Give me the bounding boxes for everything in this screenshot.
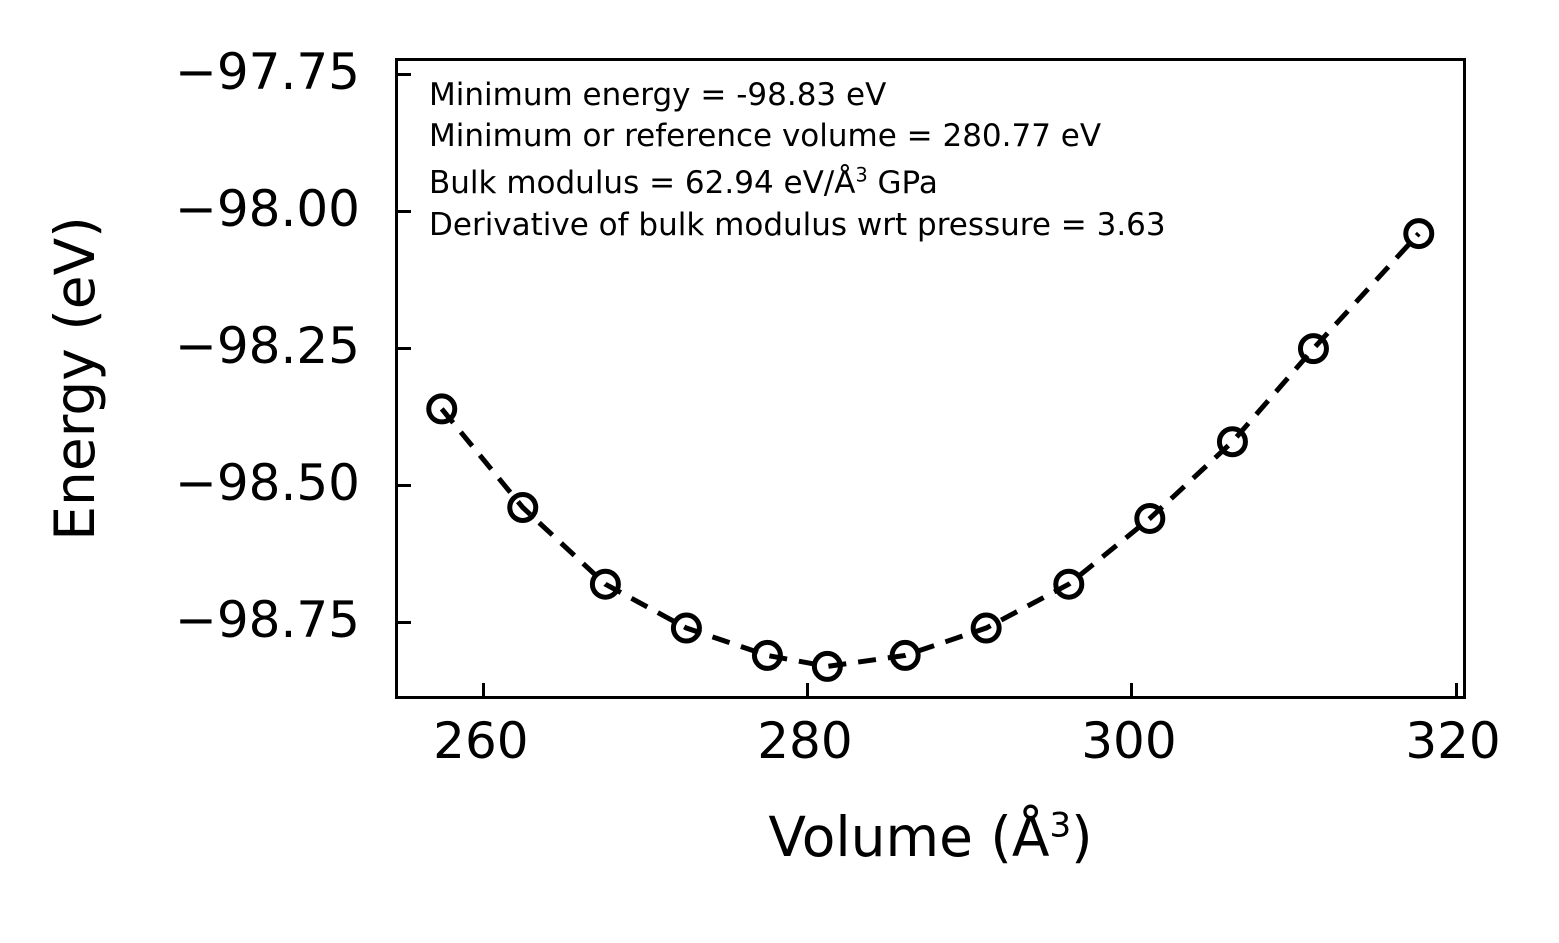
series-line bbox=[439, 231, 1421, 669]
y-tick-3 bbox=[395, 484, 411, 488]
y-tick-label-1: −98.00 bbox=[174, 179, 360, 238]
x-tick-280 bbox=[806, 683, 810, 699]
x-tick-320 bbox=[1454, 683, 1458, 699]
data-point-marker bbox=[751, 639, 783, 671]
y-tick-label-0: −97.75 bbox=[174, 42, 360, 101]
annotation-bulk-modulus-suffix: GPa bbox=[867, 165, 938, 202]
data-point-marker bbox=[1297, 333, 1329, 365]
x-tick-260 bbox=[482, 683, 486, 699]
data-plot bbox=[426, 218, 1435, 682]
annotation-bulk-modulus-exponent: 3 bbox=[855, 164, 868, 188]
x-axis-label-text: Volume (Å bbox=[768, 805, 1050, 869]
y-tick-1 bbox=[395, 210, 411, 214]
x-tick-300 bbox=[1130, 683, 1134, 699]
data-point-marker bbox=[1403, 218, 1435, 250]
x-tick-label-320: 320 bbox=[1405, 712, 1501, 770]
data-point-marker bbox=[589, 568, 621, 600]
x-tick-label-300: 300 bbox=[1081, 712, 1177, 770]
data-point-marker bbox=[811, 650, 843, 682]
annotation-min-energy: Minimum energy = -98.83 eV bbox=[429, 77, 887, 113]
series-energy-vs-volume bbox=[426, 218, 1435, 682]
data-point-marker bbox=[1134, 502, 1166, 534]
y-tick-label-4: −98.75 bbox=[174, 590, 360, 649]
annotation-bulk-modulus-text: Bulk modulus = 62.94 eV/Å bbox=[429, 165, 856, 202]
x-tick-label-260: 260 bbox=[433, 712, 529, 770]
fit-results-annotation: Minimum energy = -98.83 eV Minimum or re… bbox=[429, 75, 1166, 246]
data-point-marker bbox=[507, 492, 539, 524]
y-tick-label-2: −98.25 bbox=[174, 316, 360, 375]
data-point-marker bbox=[1216, 426, 1248, 458]
data-point-marker bbox=[670, 612, 702, 644]
data-point-marker bbox=[970, 612, 1002, 644]
data-point-marker bbox=[889, 639, 921, 671]
plot-area: Minimum energy = -98.83 eV Minimum or re… bbox=[395, 58, 1466, 699]
y-tick-2 bbox=[395, 347, 411, 351]
y-tick-4 bbox=[395, 621, 411, 625]
x-axis-label-suffix: ) bbox=[1071, 805, 1093, 869]
x-axis-label-exponent: 3 bbox=[1049, 805, 1072, 846]
data-point-marker bbox=[426, 393, 458, 425]
annotation-bulk-derivative: Derivative of bulk modulus wrt pressure … bbox=[429, 206, 1166, 243]
x-tick-label-280: 280 bbox=[757, 712, 853, 770]
annotation-min-volume: Minimum or reference volume = 280.77 eV bbox=[429, 118, 1102, 155]
y-tick-0 bbox=[395, 73, 411, 77]
data-point-marker bbox=[1053, 568, 1085, 600]
x-axis-label: Volume (Å3) bbox=[395, 805, 1466, 869]
annotation-bulk-modulus: Bulk modulus = 62.94 eV/Å3 GPa bbox=[429, 163, 1166, 204]
y-tick-label-3: −98.50 bbox=[174, 453, 360, 512]
